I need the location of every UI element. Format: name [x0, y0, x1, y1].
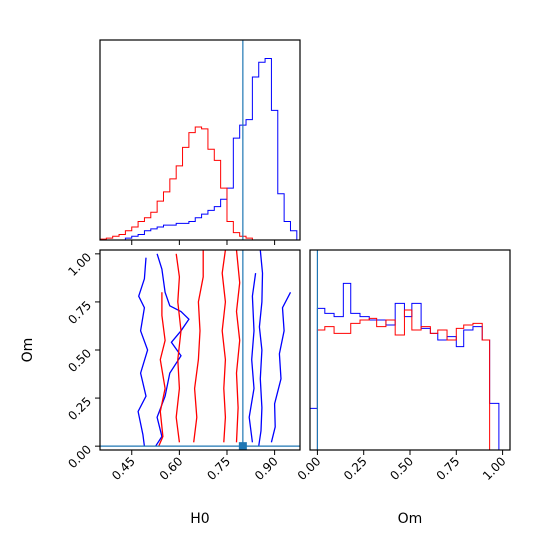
blue-contour-4	[137, 257, 149, 447]
h0-hist-series-group	[100, 58, 298, 240]
x-axis-label-om: Om	[398, 511, 423, 527]
red-contour-2	[175, 253, 182, 443]
red-contour-1	[193, 250, 204, 443]
blue-contour-1	[270, 292, 292, 443]
contour-lines-group	[137, 250, 292, 447]
red-contour-0	[221, 250, 227, 443]
blue-contour-3	[155, 253, 190, 447]
blue-contour-2	[248, 273, 257, 443]
om-hist-series-group	[310, 282, 509, 450]
red-contour-3	[158, 292, 166, 447]
h0-hist-series-red	[100, 126, 297, 240]
y-axis-label-om: Om	[20, 338, 36, 363]
red-contour-4	[235, 250, 241, 443]
h0-histogram-panel	[99, 39, 301, 245]
x-axis-label-h0: H0	[190, 511, 209, 527]
om-hist-series-blue	[310, 282, 509, 450]
h0-hist-frame	[99, 39, 301, 241]
contour-truth-marker	[238, 442, 247, 451]
h0-hist-series-blue	[100, 58, 298, 240]
blue-contour-0	[258, 250, 264, 447]
om-hist-series-red	[310, 309, 509, 450]
